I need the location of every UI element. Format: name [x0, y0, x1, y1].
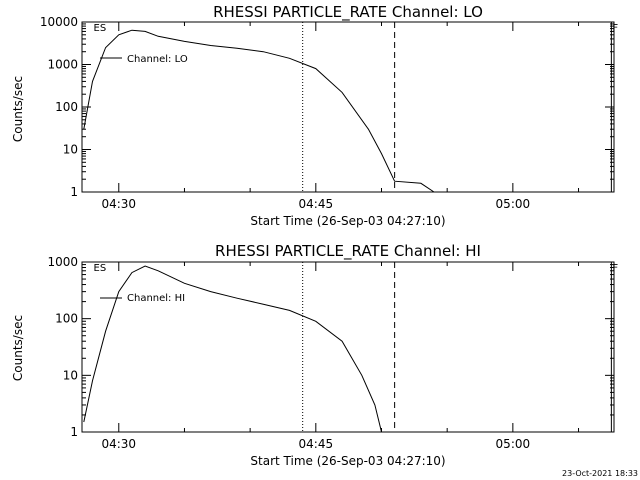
x-tick-label-hi: 05:00 [496, 437, 531, 451]
x-tick-label-hi: 04:45 [299, 437, 334, 451]
series-line-lo [83, 29, 435, 193]
y-axis-label-lo: Counts/sec [11, 76, 25, 142]
y-axis-label-hi: Counts/sec [11, 315, 25, 381]
footer-timestamp: 23-Oct-2021 18:33 [562, 469, 638, 478]
y-tick-label-lo: 10000 [40, 15, 78, 29]
flag-label-lo: F [612, 23, 618, 34]
y-tick-label-lo: 1 [70, 185, 78, 199]
x-tick-label-hi: 04:30 [101, 437, 136, 451]
plot-frame-lo [81, 21, 615, 193]
x-axis-label-hi: Start Time (26-Sep-03 04:27:10) [250, 454, 445, 468]
y-tick-label-hi: 1 [70, 425, 78, 439]
x-axis-label-lo: Start Time (26-Sep-03 04:27:10) [250, 214, 445, 228]
plot-frame-hi [81, 261, 615, 433]
legend-label-lo: Channel: LO [127, 54, 188, 65]
chart-title-hi: RHESSI PARTICLE_RATE Channel: HI [215, 242, 481, 261]
flag-label-lo: ES [94, 23, 107, 34]
y-tick-label-hi: 1000 [47, 255, 78, 269]
x-tick-label-lo: 04:45 [299, 197, 334, 211]
flag-label-hi: ES [94, 263, 107, 274]
y-tick-label-hi: 100 [55, 312, 78, 326]
x-tick-label-lo: 05:00 [496, 197, 531, 211]
legend-label-hi: Channel: HI [127, 293, 185, 304]
y-tick-label-lo: 10 [63, 143, 78, 157]
y-tick-label-hi: 10 [63, 368, 78, 382]
y-tick-label-lo: 1000 [47, 58, 78, 72]
flag-label-hi: F [612, 263, 618, 274]
x-tick-label-lo: 04:30 [101, 197, 136, 211]
series-line-hi [83, 265, 382, 433]
y-tick-label-lo: 100 [55, 100, 78, 114]
chart-title-lo: RHESSI PARTICLE_RATE Channel: LO [213, 3, 483, 22]
